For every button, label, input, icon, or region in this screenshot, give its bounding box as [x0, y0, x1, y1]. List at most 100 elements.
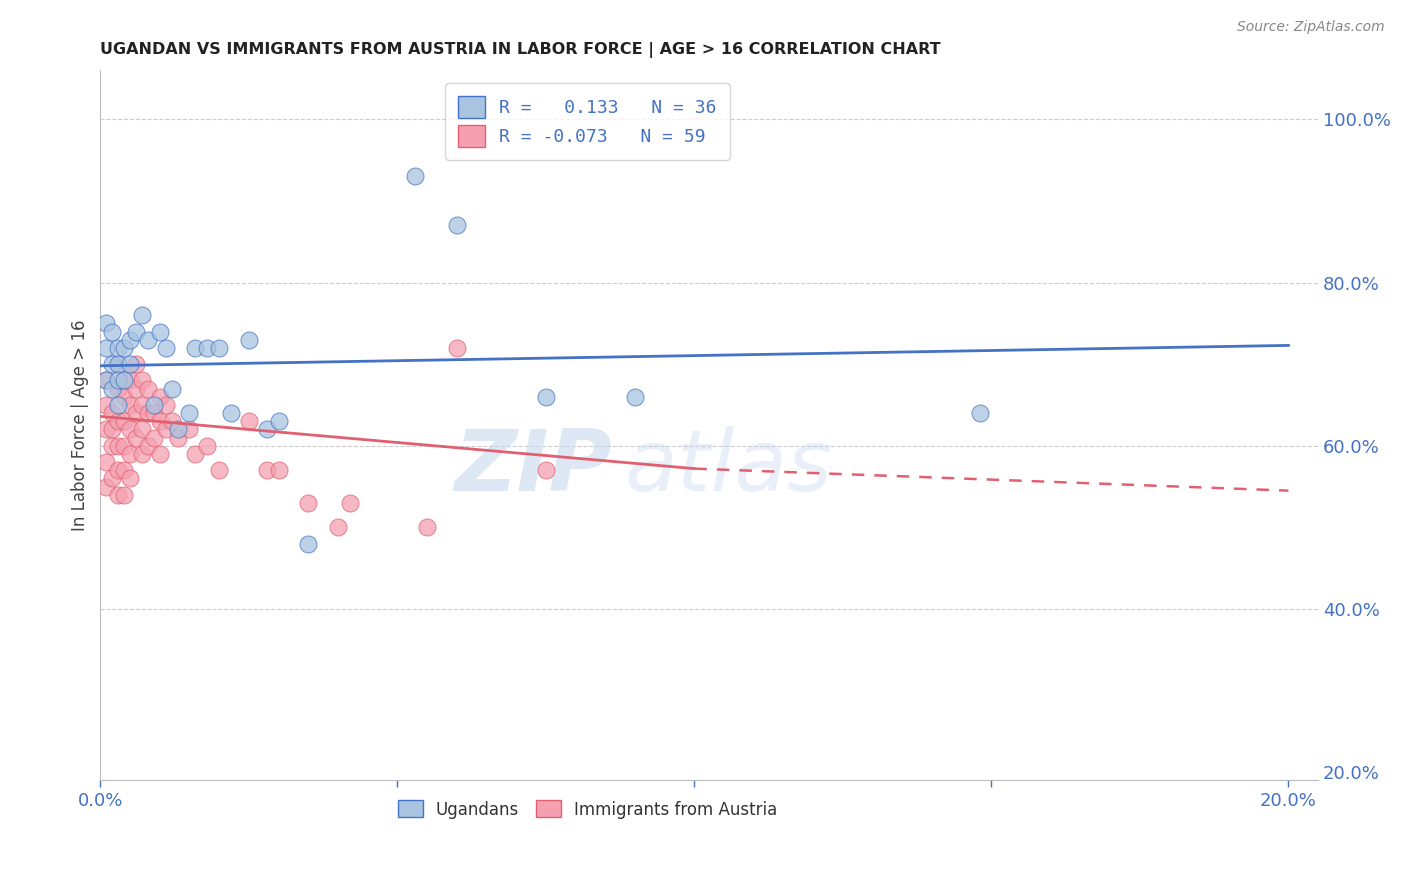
Point: [195, 341, 218, 355]
Point: [446, 219, 468, 233]
Point: [118, 374, 141, 388]
Point: [149, 414, 172, 428]
Point: [96, 479, 118, 493]
Point: [166, 431, 188, 445]
Point: [267, 414, 290, 428]
Point: [534, 390, 557, 404]
Point: [118, 357, 141, 371]
Point: [112, 439, 135, 453]
Point: [101, 471, 124, 485]
Point: [131, 447, 153, 461]
Point: [184, 341, 207, 355]
Point: [112, 341, 135, 355]
Point: [195, 439, 218, 453]
Point: [238, 333, 260, 347]
Point: [107, 414, 129, 428]
Point: [112, 488, 135, 502]
Point: [107, 357, 129, 371]
Point: [136, 382, 159, 396]
Point: [142, 398, 165, 412]
Point: [96, 374, 118, 388]
Point: [149, 390, 172, 404]
Point: [142, 406, 165, 420]
Point: [107, 341, 129, 355]
Point: [101, 357, 124, 371]
Point: [125, 431, 148, 445]
Point: [219, 406, 242, 420]
Point: [101, 382, 124, 396]
Point: [297, 496, 319, 510]
Point: [160, 382, 183, 396]
Point: [112, 374, 135, 388]
Point: [107, 398, 129, 412]
Point: [96, 317, 118, 331]
Text: Source: ZipAtlas.com: Source: ZipAtlas.com: [1237, 20, 1385, 34]
Point: [101, 406, 124, 420]
Point: [125, 382, 148, 396]
Point: [112, 414, 135, 428]
Point: [179, 406, 201, 420]
Point: [107, 374, 129, 388]
Point: [118, 471, 141, 485]
Point: [446, 341, 468, 355]
Text: atlas: atlas: [624, 426, 832, 509]
Point: [155, 422, 177, 436]
Y-axis label: In Labor Force | Age > 16: In Labor Force | Age > 16: [72, 319, 89, 531]
Point: [404, 169, 426, 184]
Point: [107, 382, 129, 396]
Point: [142, 431, 165, 445]
Point: [125, 406, 148, 420]
Point: [339, 496, 361, 510]
Legend: Ugandans, Immigrants from Austria: Ugandans, Immigrants from Austria: [391, 794, 785, 825]
Point: [96, 374, 118, 388]
Point: [136, 333, 159, 347]
Point: [160, 414, 183, 428]
Point: [208, 341, 231, 355]
Point: [118, 333, 141, 347]
Text: UGANDAN VS IMMIGRANTS FROM AUSTRIA IN LABOR FORCE | AGE > 16 CORRELATION CHART: UGANDAN VS IMMIGRANTS FROM AUSTRIA IN LA…: [100, 42, 941, 58]
Point: [107, 488, 129, 502]
Point: [534, 463, 557, 477]
Point: [101, 439, 124, 453]
Point: [125, 357, 148, 371]
Point: [297, 537, 319, 551]
Point: [969, 406, 991, 420]
Point: [118, 447, 141, 461]
Point: [112, 365, 135, 379]
Point: [256, 422, 278, 436]
Point: [136, 439, 159, 453]
Point: [184, 447, 207, 461]
Point: [96, 398, 118, 412]
Point: [208, 463, 231, 477]
Point: [112, 463, 135, 477]
Point: [96, 455, 118, 469]
Point: [238, 414, 260, 428]
Point: [416, 520, 439, 534]
Point: [112, 390, 135, 404]
Point: [96, 341, 118, 355]
Point: [166, 422, 188, 436]
Point: [149, 325, 172, 339]
Point: [155, 398, 177, 412]
Point: [131, 308, 153, 322]
Point: [136, 406, 159, 420]
Point: [118, 398, 141, 412]
Point: [107, 463, 129, 477]
Point: [179, 422, 201, 436]
Point: [107, 357, 129, 371]
Point: [149, 447, 172, 461]
Point: [125, 325, 148, 339]
Point: [131, 374, 153, 388]
Point: [624, 390, 647, 404]
Point: [326, 520, 349, 534]
Point: [101, 422, 124, 436]
Text: ZIP: ZIP: [454, 426, 612, 509]
Point: [118, 422, 141, 436]
Point: [96, 422, 118, 436]
Point: [131, 422, 153, 436]
Point: [155, 341, 177, 355]
Point: [107, 439, 129, 453]
Point: [267, 463, 290, 477]
Point: [131, 398, 153, 412]
Point: [256, 463, 278, 477]
